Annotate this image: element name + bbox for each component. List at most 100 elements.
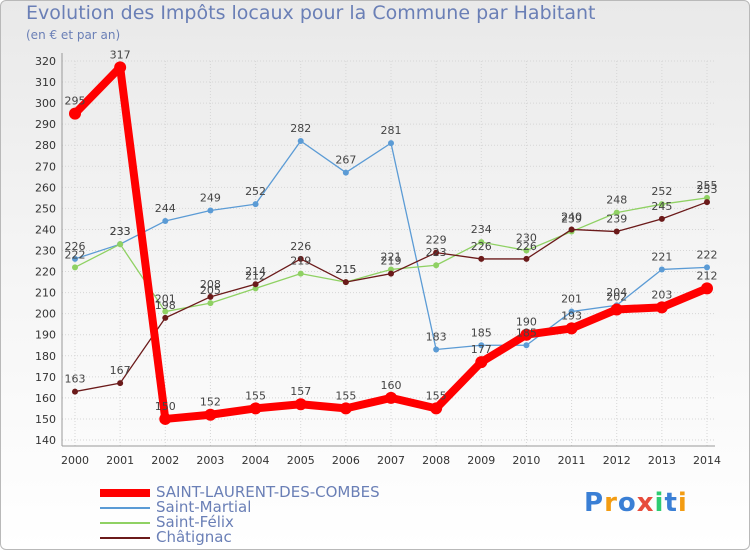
- data-point: [339, 402, 352, 415]
- data-point: [297, 270, 304, 277]
- data-label: 150: [155, 400, 176, 413]
- data-point: [613, 209, 620, 216]
- data-label: 214: [245, 265, 266, 278]
- data-label: 212: [245, 269, 266, 282]
- data-label: 157: [290, 385, 311, 398]
- legend-label: Châtignac: [156, 528, 232, 546]
- data-point: [294, 398, 307, 411]
- y-tick-label: 150: [35, 413, 56, 426]
- y-tick-label: 190: [35, 329, 56, 342]
- y-tick-label: 230: [35, 245, 56, 258]
- logo-letter: x: [636, 488, 655, 518]
- data-label: 226: [471, 240, 492, 253]
- data-point: [478, 342, 485, 349]
- data-point: [523, 342, 530, 349]
- data-point: [72, 388, 78, 395]
- data-label: 190: [516, 316, 537, 329]
- data-label: 203: [651, 288, 672, 301]
- x-tick-label: 2008: [422, 454, 450, 467]
- legend-swatch: [100, 507, 150, 509]
- data-label: 177: [471, 343, 492, 356]
- series-lines: [69, 61, 713, 425]
- logo-letter: t: [664, 488, 678, 518]
- data-point: [117, 380, 124, 387]
- data-point: [701, 282, 713, 295]
- data-point: [252, 281, 259, 288]
- data-label: 226: [516, 240, 537, 253]
- data-label: 201: [155, 293, 176, 306]
- data-label: 155: [426, 389, 447, 402]
- data-point: [162, 314, 169, 321]
- data-label: 212: [697, 269, 718, 282]
- legend-label: SAINT-LAURENT-DES-COMBES: [156, 483, 380, 501]
- data-label: 193: [561, 309, 582, 322]
- data-label: 239: [561, 213, 582, 226]
- data-point: [658, 266, 665, 273]
- data-label: 155: [335, 389, 356, 402]
- data-label: 204: [606, 286, 627, 299]
- x-tick-label: 2013: [648, 454, 676, 467]
- data-point: [523, 255, 530, 262]
- chart-title: Evolution des Impôts locaux pour la Comm…: [26, 2, 596, 24]
- proxiti-logo: Proxiti: [584, 488, 688, 518]
- data-point: [388, 140, 394, 147]
- data-label: 202: [606, 290, 627, 303]
- data-point: [207, 293, 214, 300]
- legend-swatch: [100, 489, 150, 497]
- data-point: [342, 279, 349, 286]
- data-point: [207, 207, 214, 214]
- data-label: 267: [335, 154, 356, 167]
- data-point: [204, 408, 217, 421]
- data-label: 183: [426, 330, 447, 343]
- legend-label: Saint-Félix: [156, 513, 234, 531]
- data-label: 226: [290, 240, 311, 253]
- x-tick-label: 2003: [196, 454, 224, 467]
- data-label: 163: [65, 373, 86, 386]
- data-label: 205: [200, 284, 221, 297]
- x-tick-label: 2012: [603, 454, 631, 467]
- data-label: 233: [110, 225, 131, 238]
- data-label: 219: [381, 255, 402, 268]
- data-label: 249: [200, 191, 221, 204]
- data-point: [523, 247, 530, 254]
- y-tick-label: 200: [35, 308, 56, 321]
- data-point: [297, 138, 304, 145]
- data-label: 226: [65, 240, 86, 253]
- data-label: 253: [697, 183, 718, 196]
- data-label: 215: [335, 263, 356, 276]
- data-label: 221: [381, 250, 402, 263]
- data-label: 198: [155, 299, 176, 312]
- data-label: 282: [290, 122, 311, 135]
- data-point: [658, 201, 665, 208]
- y-tick-label: 220: [35, 266, 56, 279]
- data-label: 185: [471, 326, 492, 339]
- data-label: 252: [651, 185, 672, 198]
- x-tick-label: 2002: [151, 454, 179, 467]
- data-point: [342, 169, 349, 176]
- data-point: [478, 255, 485, 262]
- logo-letter: r: [604, 488, 618, 518]
- y-tick-label: 160: [35, 392, 56, 405]
- series-line: [71, 63, 711, 423]
- x-tick-label: 2011: [558, 454, 586, 467]
- x-tick-label: 2006: [332, 454, 360, 467]
- data-label: 215: [335, 263, 356, 276]
- data-point: [72, 264, 78, 271]
- data-point: [704, 264, 710, 271]
- legend-swatch: [100, 522, 150, 524]
- y-tick-label: 320: [35, 55, 56, 68]
- logo-letter: P: [584, 488, 605, 518]
- data-point: [433, 262, 440, 269]
- data-point: [433, 249, 440, 256]
- x-tick-label: 2007: [377, 454, 405, 467]
- data-point: [568, 308, 575, 315]
- data-point: [162, 218, 169, 225]
- data-label: 160: [381, 379, 402, 392]
- data-label: 222: [697, 248, 718, 261]
- data-point: [388, 266, 394, 273]
- y-tick-label: 300: [35, 97, 56, 110]
- data-label: 240: [561, 210, 582, 223]
- data-label: 208: [200, 278, 221, 291]
